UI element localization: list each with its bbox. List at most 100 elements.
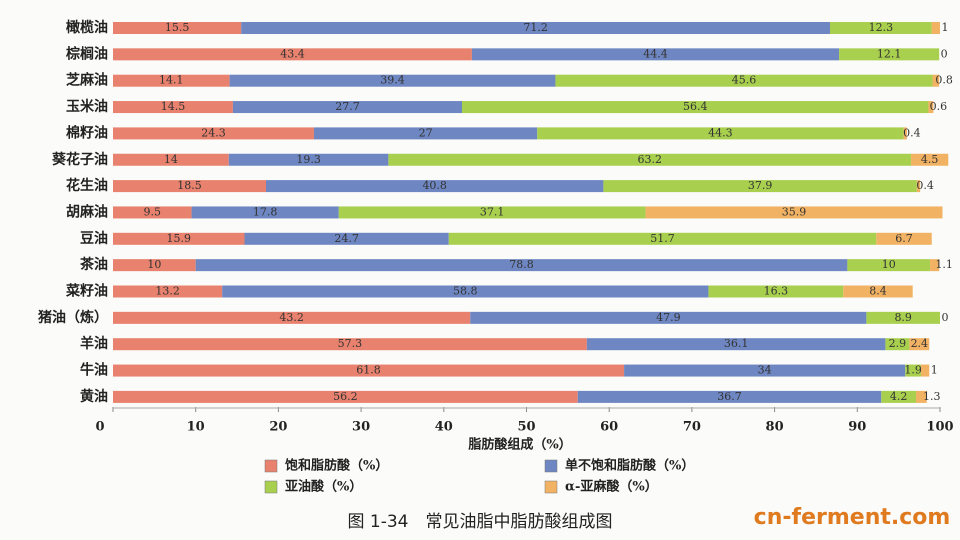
bar-segment: [876, 232, 932, 245]
bar-segment: [113, 259, 196, 272]
bar-segment: [113, 48, 472, 61]
bar-segment: [461, 101, 929, 114]
legend-label: 单不饱和脂肪酸（%）: [565, 458, 694, 474]
value-label: 43.4: [280, 47, 305, 60]
bar-segment: [113, 127, 314, 140]
bar-segment: [113, 232, 245, 245]
value-label: 0: [942, 311, 949, 324]
category-label: 羊油: [80, 335, 108, 352]
value-label: 35.9: [782, 205, 807, 218]
bar-segment: [222, 285, 709, 298]
bar-segment: [113, 153, 229, 166]
bar-segment: [830, 22, 932, 34]
value-label: 1.3: [923, 390, 941, 403]
value-label: 14.5: [161, 100, 186, 113]
value-label: 0.4: [903, 126, 921, 139]
bar-segment: [909, 338, 930, 351]
value-label: 51.7: [650, 232, 675, 245]
category-label: 猪油（炼）: [37, 309, 108, 326]
x-tick-label: 80: [766, 420, 784, 435]
legend-swatch: [264, 480, 278, 494]
value-label: 15.5: [165, 21, 190, 34]
bar-segment: [931, 22, 940, 34]
category-label: 芝麻油: [66, 72, 108, 89]
legend-swatch: [544, 480, 558, 494]
bar-segment: [866, 311, 940, 324]
bar-segment: [471, 48, 840, 61]
bar-segment: [113, 74, 230, 87]
bar-segment: [843, 285, 913, 298]
value-label: 44.4: [643, 47, 668, 60]
bar-segment: [113, 390, 578, 403]
category-label: 牛油: [80, 362, 108, 379]
x-tick-label: 0: [95, 420, 104, 435]
value-label: 1.9: [904, 364, 922, 377]
x-tick-label: 70: [683, 420, 701, 435]
legend-label: 饱和脂肪酸（%）: [284, 458, 388, 474]
bar-segment: [839, 48, 940, 61]
value-label: 4.5: [921, 153, 939, 166]
bar-segment: [113, 311, 471, 324]
bar-segment: [244, 232, 449, 245]
bar-segment: [885, 338, 910, 351]
bar-segment: [113, 364, 625, 377]
value-label: 13.2: [155, 285, 180, 298]
bar-segment: [195, 259, 848, 272]
bar-segment: [708, 285, 844, 298]
value-label: 0.4: [916, 179, 934, 192]
value-label: 10: [147, 258, 161, 271]
value-label: 39.4: [380, 74, 405, 87]
category-label: 橄榄油: [66, 19, 108, 36]
bar-segment: [645, 206, 943, 219]
x-tick-label: 20: [269, 420, 287, 435]
bar-segment: [586, 338, 886, 351]
value-label: 12.1: [877, 47, 902, 60]
value-label: 15.9: [166, 232, 191, 245]
value-label: 0.8: [935, 74, 953, 87]
value-label: 14: [164, 153, 178, 166]
bar-segment: [113, 101, 233, 114]
x-axis-label: 脂肪酸组成（%）: [467, 437, 571, 453]
value-label: 27.7: [335, 100, 360, 113]
value-label: 1: [942, 21, 949, 34]
x-tick-label: 60: [600, 420, 618, 435]
value-label: 8.9: [894, 311, 912, 324]
value-label: 17.8: [253, 205, 278, 218]
value-label: 71.2: [523, 21, 548, 34]
bar-segment: [313, 127, 538, 140]
value-label: 2.4: [911, 337, 929, 350]
bar-segment: [537, 127, 904, 140]
value-label: 45.6: [732, 74, 757, 87]
bar-segment: [916, 390, 927, 403]
x-tick-label: 50: [517, 420, 535, 435]
value-label: 34: [758, 364, 772, 377]
category-label: 茶油: [79, 256, 108, 273]
value-label: 40.8: [422, 179, 447, 192]
value-label: 6.7: [895, 232, 913, 245]
bar-segment: [470, 311, 867, 324]
bar-segment: [191, 206, 339, 219]
category-label: 葵花子油: [51, 151, 108, 168]
bar-segment: [911, 153, 949, 166]
legend-label: 亚油酸（%）: [285, 479, 362, 495]
legend-label: α-亚麻酸（%）: [565, 479, 658, 495]
caption: 图 1-34 常见油脂中脂肪酸组成图: [348, 512, 613, 532]
bar-segment: [916, 180, 921, 193]
bar-segment: [624, 364, 906, 377]
value-label: 24.3: [201, 126, 226, 139]
bar-segment: [113, 22, 242, 34]
value-label: 1.1: [935, 258, 953, 271]
bar-segment: [113, 206, 192, 219]
value-label: 58.8: [453, 285, 478, 298]
bar-segment: [932, 74, 940, 87]
value-label: 56.2: [333, 390, 358, 403]
value-label: 4.2: [890, 390, 908, 403]
bar-segment: [388, 153, 912, 166]
category-label: 花生油: [66, 177, 108, 194]
value-label: 0: [941, 47, 948, 60]
category-label: 玉米油: [66, 98, 108, 115]
value-label: 16.3: [764, 285, 789, 298]
x-tick-label: 10: [187, 420, 205, 435]
bar-segment: [928, 101, 934, 114]
